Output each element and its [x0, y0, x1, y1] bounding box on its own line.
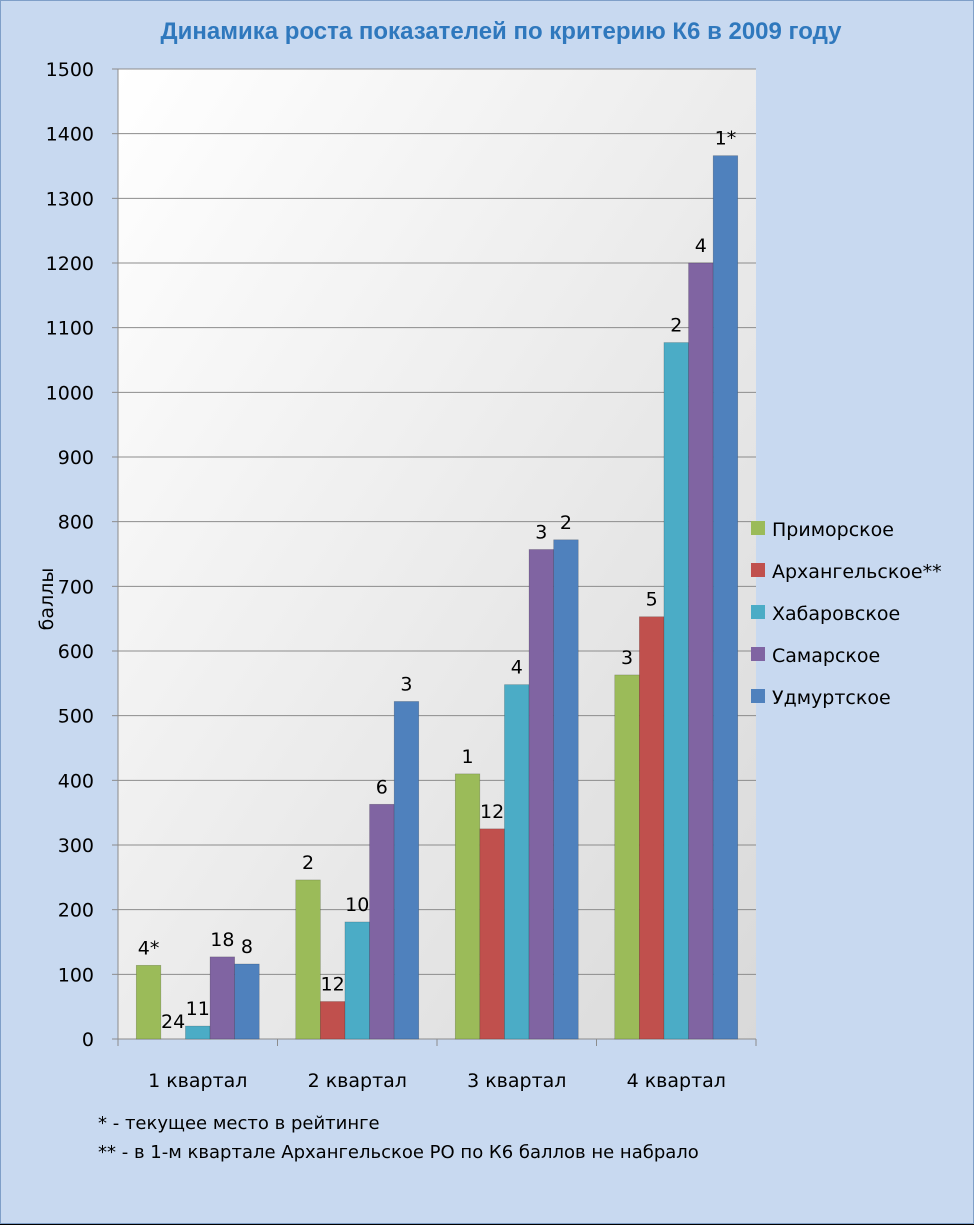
y-tick-label: 1200 [46, 253, 94, 275]
data-label: 10 [345, 894, 369, 916]
data-label: 1 [462, 746, 474, 768]
bar [454, 773, 481, 1040]
category-label: 2 квартал [308, 1070, 407, 1092]
bars [135, 155, 739, 1040]
data-label: 8 [241, 936, 253, 958]
data-label: 1* [715, 128, 737, 150]
data-label: 3 [535, 521, 547, 543]
y-tick-label: 900 [58, 447, 94, 469]
y-tick-label: 1100 [46, 318, 94, 340]
legend-label: Приморское [772, 519, 894, 541]
bar [639, 616, 665, 1040]
bar [344, 921, 370, 1040]
legend-label: Хабаровское [772, 603, 900, 625]
footnotes: * - текущее место в рейтинге ** - в 1-м к… [98, 1113, 699, 1163]
category-labels: 1 квартал 2 квартал 3 квартал 4 квартал [148, 1070, 726, 1092]
data-label: 4* [138, 937, 160, 959]
data-label: 2 [560, 512, 572, 534]
bar [369, 803, 395, 1040]
category-label: 1 квартал [148, 1070, 247, 1092]
bar [614, 674, 640, 1040]
y-tick-label: 400 [58, 770, 94, 792]
bar [688, 262, 714, 1040]
category-label: 3 квартал [467, 1070, 566, 1092]
y-tick-label: 1400 [46, 124, 94, 146]
legend-label: Самарское [772, 645, 880, 667]
bar [295, 879, 321, 1040]
legend-swatch [751, 521, 765, 535]
y-axis-label: баллы [36, 568, 58, 631]
chart-title: Динамика роста показателей по критерию К… [161, 18, 843, 45]
bar [393, 701, 420, 1040]
bar [320, 1001, 346, 1040]
y-tick-label: 600 [58, 641, 94, 663]
legend-label: Удмуртское [772, 687, 891, 709]
data-label: 2 [302, 852, 314, 874]
bar [504, 684, 530, 1040]
data-label: 5 [646, 589, 658, 611]
legend-swatch [751, 605, 765, 619]
y-tick-label: 800 [58, 512, 94, 534]
y-tick-label: 0 [82, 1029, 94, 1051]
data-label: 18 [210, 929, 234, 951]
y-tick-label: 1000 [46, 382, 94, 404]
y-tick-label: 100 [58, 964, 94, 986]
footnote: ** - в 1-м квартале Архангельское РО по … [98, 1142, 699, 1163]
category-label: 4 квартал [627, 1070, 726, 1092]
legend-swatch [751, 689, 765, 703]
data-label: 4 [695, 235, 707, 257]
bar [553, 539, 579, 1040]
data-label: 3 [621, 647, 633, 669]
data-label: 2 [670, 315, 682, 337]
bar [528, 549, 554, 1040]
y-tick-labels: 0 100 200 300 400 500 600 700 800 900 1000 1100 1200… [46, 59, 94, 1051]
data-label: 12 [480, 801, 504, 823]
bar [234, 963, 260, 1040]
data-label: 6 [376, 776, 388, 798]
y-tick-label: 1300 [46, 188, 94, 210]
legend-label: Архангельское** [772, 561, 942, 583]
y-tick-label: 500 [58, 706, 94, 728]
bar [209, 956, 235, 1040]
legend: Приморское Архангельское** Хабаровское Сама… [751, 519, 942, 709]
data-label: 3 [400, 673, 412, 695]
y-tick-label: 1500 [46, 59, 94, 81]
data-label: 4 [511, 657, 523, 679]
data-label: 12 [321, 973, 345, 995]
bar [135, 964, 162, 1040]
bar [712, 155, 739, 1040]
legend-swatch [751, 563, 765, 577]
bar [663, 342, 689, 1040]
legend-swatch [751, 647, 765, 661]
y-tick-label: 200 [58, 900, 94, 922]
y-tick-label: 700 [58, 576, 94, 598]
y-tick-label: 300 [58, 835, 94, 857]
footnote: * - текущее место в рейтинге [98, 1113, 380, 1134]
bar [185, 1025, 211, 1040]
bar [479, 828, 505, 1040]
data-label: 11 [186, 998, 210, 1020]
data-label: 24 [161, 1011, 185, 1033]
